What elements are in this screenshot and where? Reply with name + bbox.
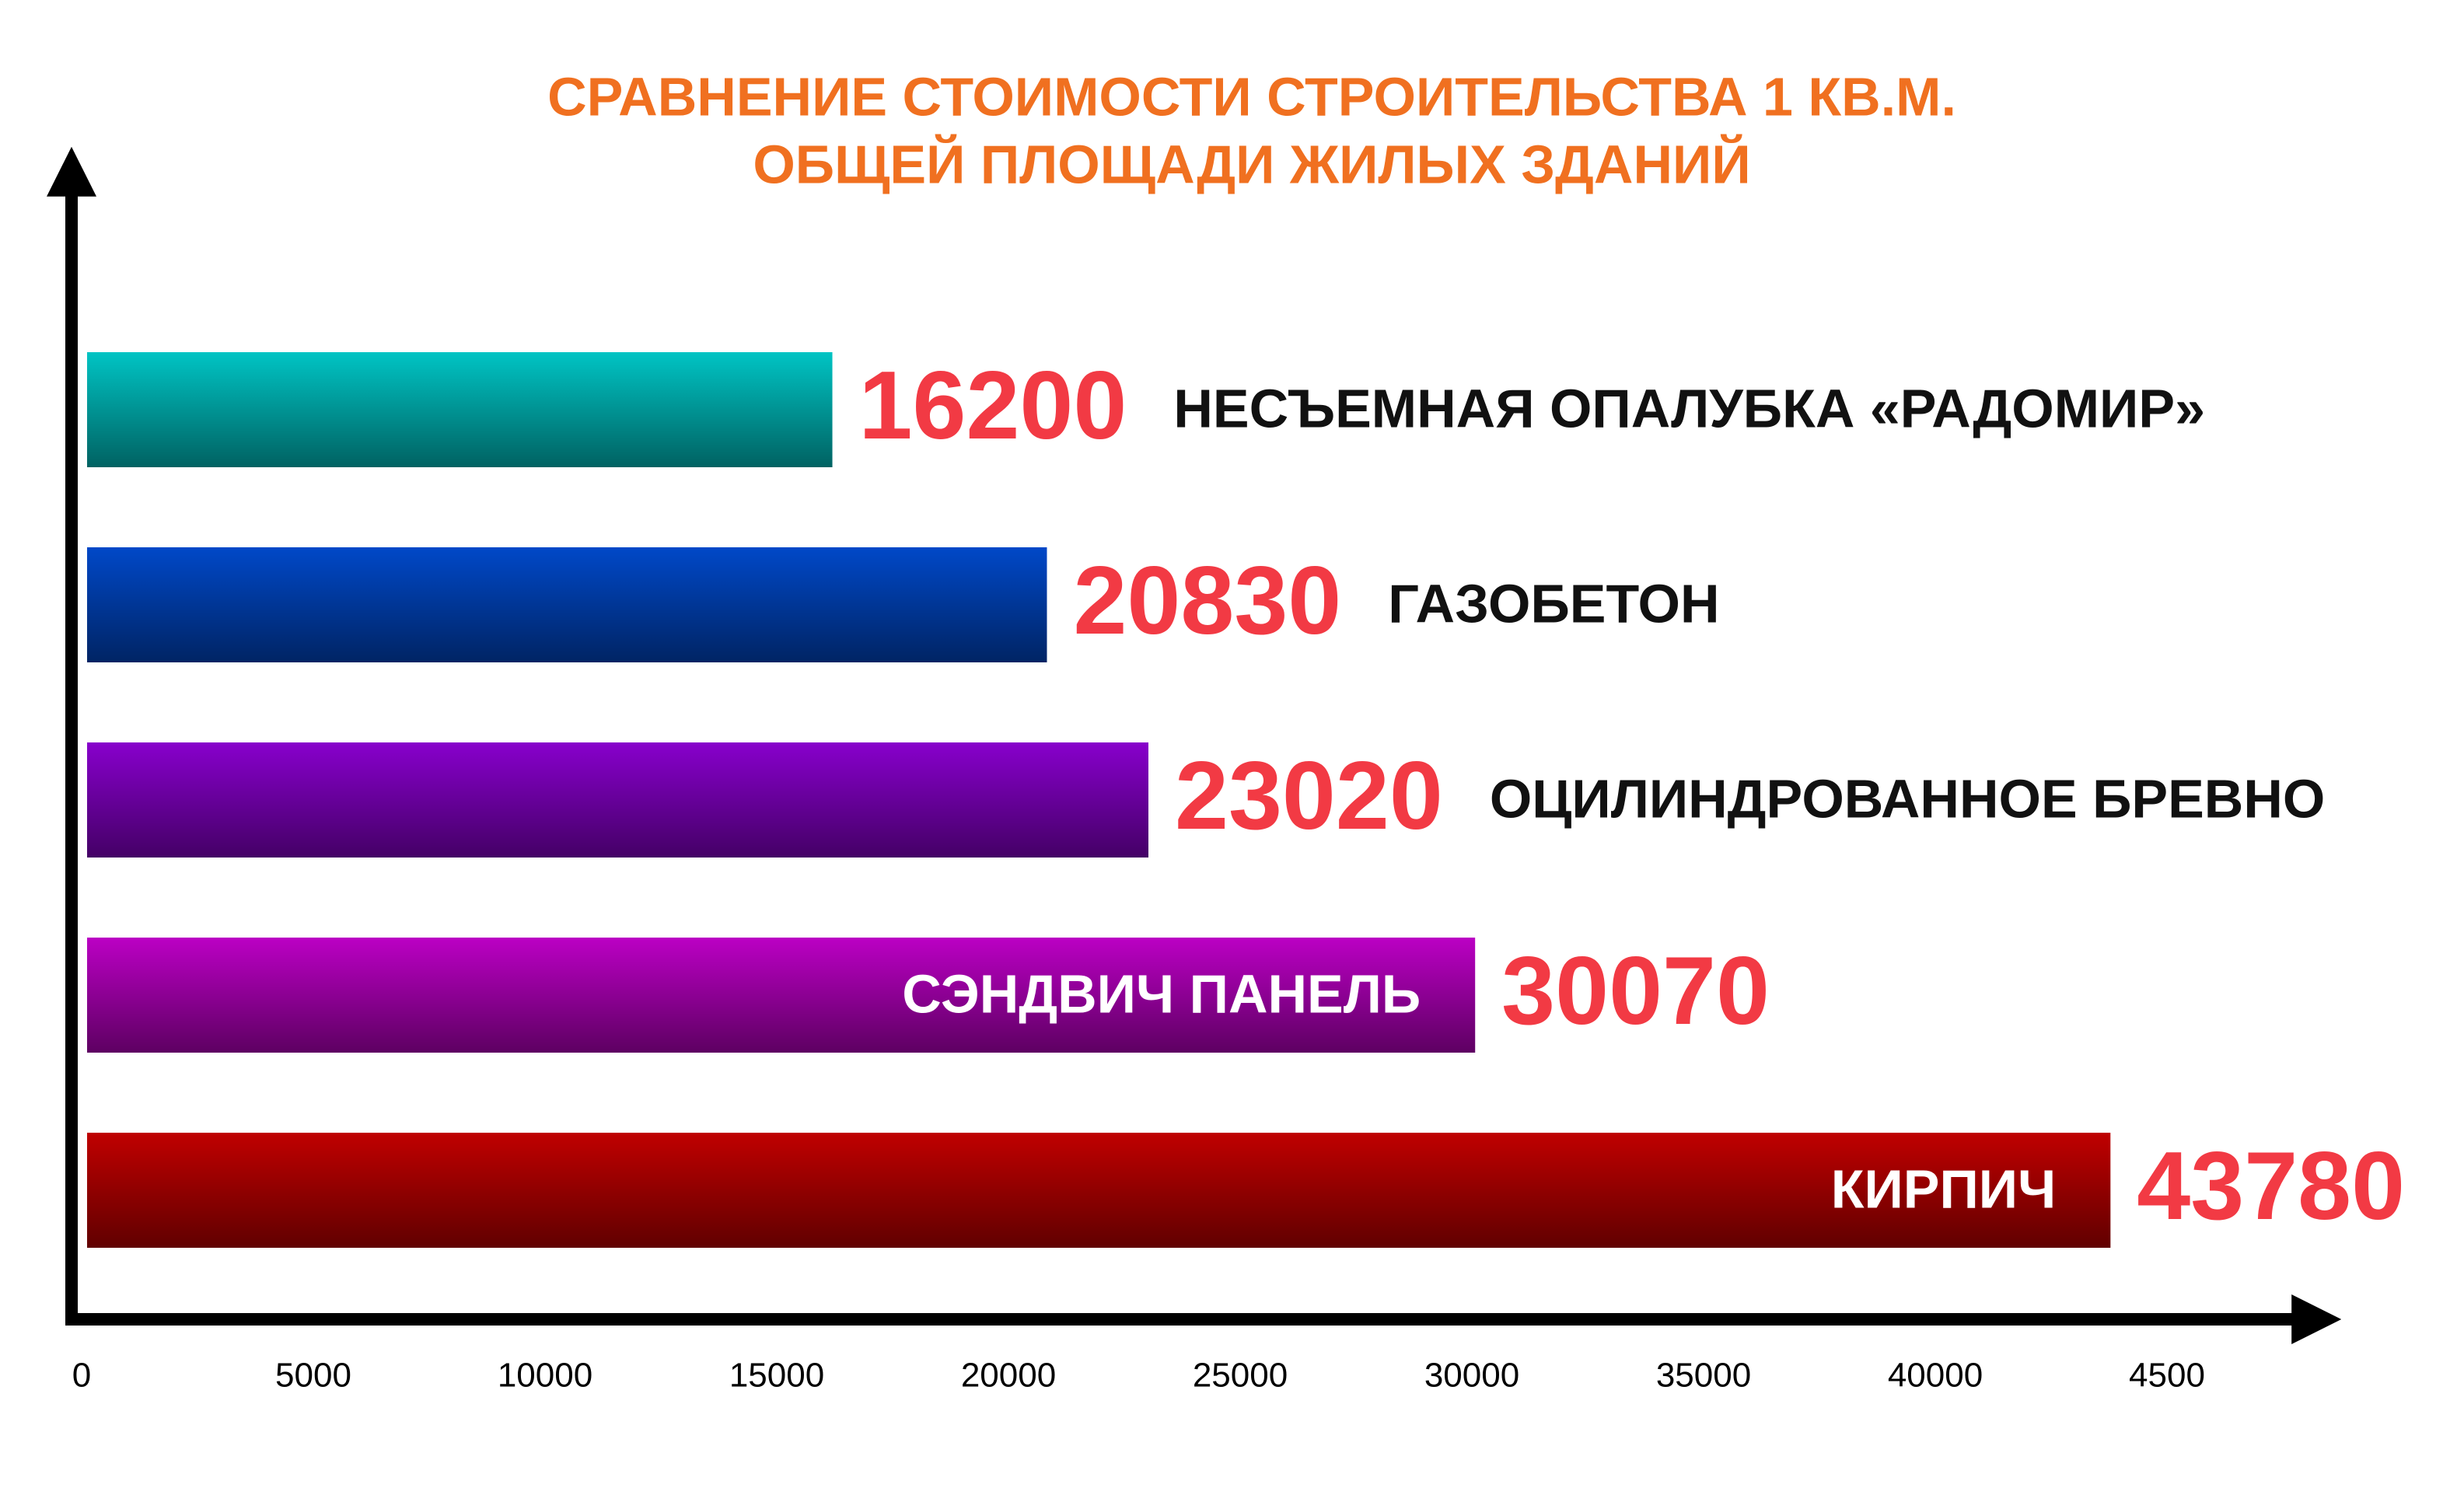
bar-shade (87, 547, 1047, 662)
bar-shade (87, 352, 833, 467)
x-tick-label: 5000 (275, 1357, 351, 1395)
x-tick-label: 20000 (961, 1357, 1056, 1395)
category-label: ОЦИЛИНДРОВАННОЕ БРЕВНО (1490, 768, 2326, 829)
chart-title: ОБЩЕЙ ПЛОЩАДИ ЖИЛЫХ ЗДАНИЙ (753, 133, 1750, 194)
x-tick-label: 0 (72, 1357, 91, 1395)
x-tick-label: 25000 (1193, 1357, 1288, 1395)
value-label: 20830 (1073, 547, 1341, 655)
plot-area: 16200 НЕСЪЕМНАЯ ОПАЛУБКА «РАДОМИР» 20830 ГА… (87, 352, 2405, 1248)
category-label: ГАЗОБЕТОН (1388, 573, 1719, 634)
bar-shade (87, 1133, 2111, 1248)
bar-shade (87, 938, 1476, 1053)
category-label: КИРПИЧ (1831, 1158, 2057, 1219)
x-tick-label: 35000 (1656, 1357, 1751, 1395)
x-tick-label: 15000 (729, 1357, 824, 1395)
value-label: 23020 (1175, 742, 1443, 850)
x-tick-label: 40000 (1888, 1357, 1983, 1395)
chart-title: СРАВНЕНИЕ СТОИМОСТИ СТРОИТЕЛЬСТВА 1 КВ.М… (547, 66, 1956, 127)
value-label: 43780 (2137, 1133, 2405, 1240)
value-label: 16200 (859, 352, 1127, 459)
x-tick-label: 4500 (2129, 1357, 2205, 1395)
category-label: НЕСЪЕМНАЯ ОПАЛУБКА «РАДОМИР» (1173, 378, 2205, 438)
bar-shade (87, 742, 1148, 858)
x-tick-label: 10000 (498, 1357, 592, 1395)
category-label: СЭНДВИЧ ПАНЕЛЬ (902, 963, 1421, 1024)
value-label: 30070 (1501, 938, 1770, 1045)
x-tick-label: 30000 (1424, 1357, 1519, 1395)
